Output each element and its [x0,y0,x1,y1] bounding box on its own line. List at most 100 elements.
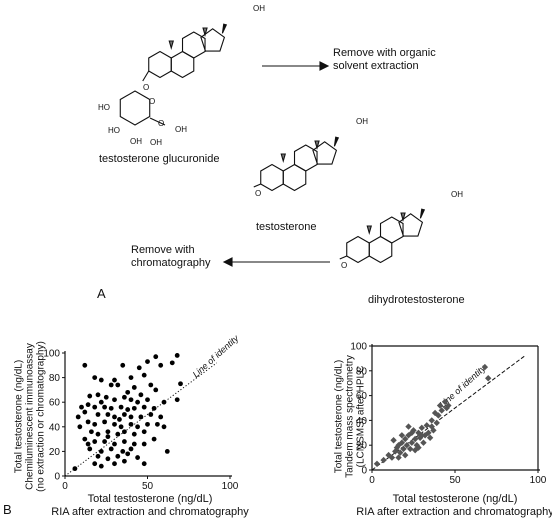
data-point [98,463,104,469]
y-tick-label: 40 [49,422,61,433]
step-chromatography-line1: Remove with [131,244,195,256]
data-point [445,402,452,409]
data-point [112,377,117,383]
data-point [128,421,134,427]
methyl-wedge [202,27,208,38]
ring-d [398,213,424,237]
data-point [390,437,397,444]
ring-a [346,235,370,264]
data-point [435,412,442,419]
atom-label-ho-1: HO [98,103,110,112]
data-point [406,445,414,453]
data-point [425,429,432,436]
data-point [72,466,78,472]
data-point [103,394,109,400]
data-point [438,407,445,414]
data-point [92,421,98,427]
hydroxyl-wedge [419,208,426,219]
data-point [148,382,154,388]
x-tick-label: 0 [62,481,68,492]
chart2-ylabel-line1: Total testosterone (ng/dL) [333,359,345,474]
data-point [145,359,150,365]
arrow-chromatography [222,257,330,267]
ring-d [312,141,338,165]
data-point [105,429,111,435]
atom-label-o-testosterone: O [255,189,262,198]
y-tick-label: 60 [356,391,368,402]
ring-d [200,28,226,52]
methyl-wedge [400,212,406,223]
data-point [95,392,101,398]
y-tick-label: 0 [54,472,60,483]
ether-bond [142,70,150,82]
data-point [87,446,93,452]
data-point [75,414,81,420]
data-point [112,414,117,420]
data-point [115,382,121,388]
data-point [92,375,98,380]
ring-b [368,235,393,264]
data-point [122,412,127,417]
data-point [102,419,107,425]
step-chromatography-line2: chromatography [131,257,211,269]
data-point [138,414,144,420]
structure-testosterone-glucuronide [119,23,228,126]
data-point [112,461,117,467]
scatter-plot-immunoassay: 0 50 100 0 20 40 60 80 100 Line of identity [43,333,241,492]
y-tick-label: 100 [43,349,60,360]
data-point [112,397,117,403]
chart2-xlabel-line2: RIA after extraction and chromatography [356,506,552,518]
x-tick-label: 50 [449,475,461,486]
data-point [153,387,159,393]
data-point [169,360,175,366]
data-point [441,398,449,405]
chart1-xlabel-line1: Total testosterone (ng/dL) [87,493,213,505]
compound-name-testosterone-glucuronide: testosterone glucuronide [99,153,220,165]
data-point [155,421,160,427]
data-point [112,441,117,447]
atom-label-ho-2: HO [108,126,120,135]
data-point [79,404,84,410]
x-tick-label: 50 [142,481,154,492]
data-point [122,439,127,444]
data-point [102,439,107,444]
atom-label-oh-glu-acid: OH [175,125,187,134]
data-point [115,431,121,437]
data-point [426,434,434,441]
ring-c [293,144,318,172]
data-point [418,432,425,439]
data-point [98,377,104,383]
data-point [125,451,131,457]
structure-dihydrotestosterone [339,208,426,264]
data-point [141,429,147,435]
data-point [102,404,107,410]
data-point [174,397,180,403]
data-point [105,412,111,417]
carboxyl-bond [149,117,166,126]
atom-label-oh-glu-1: OH [130,137,142,146]
data-point [395,454,402,461]
atom-label-o-glu-ring: O [149,97,156,106]
data-point [380,456,387,464]
data-point [145,397,150,403]
data-point [120,449,126,454]
data-point [138,392,144,398]
data-point [145,421,150,427]
y-tick-label: 20 [49,447,61,458]
data-point [122,394,127,400]
x-tick-label: 100 [222,481,239,492]
ring-a [148,50,172,79]
ring-b [282,163,307,192]
data-point [481,363,489,371]
data-point [108,405,114,411]
data-point [141,372,147,378]
atom-label-oh-glucuronide: OH [253,4,265,13]
y-tick-label: 80 [356,366,368,377]
data-point [105,456,111,462]
data-point [122,458,127,464]
atom-label-oh-dht: OH [451,190,463,199]
chart2-ylabel-line2: Tandem mass spectrometry [344,355,356,478]
data-point [178,381,183,387]
